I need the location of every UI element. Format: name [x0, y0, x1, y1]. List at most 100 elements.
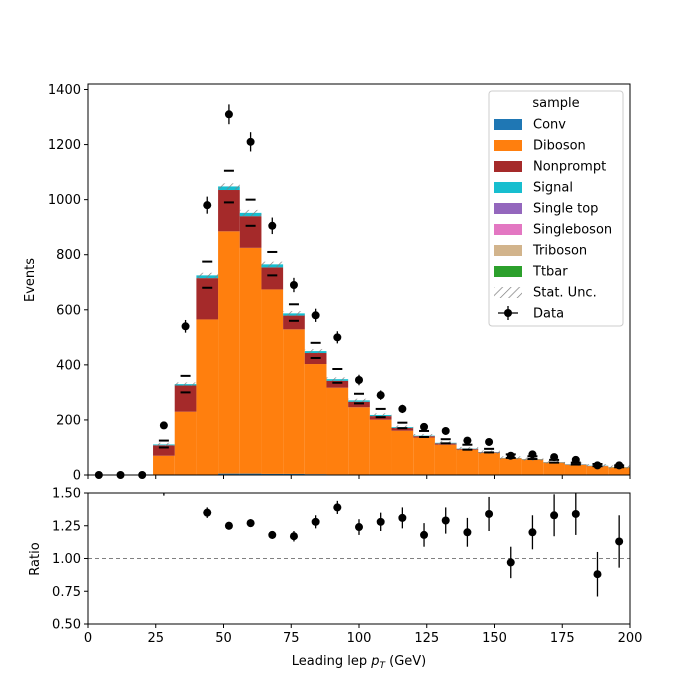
- bar-diboson: [608, 467, 630, 475]
- bar-diboson: [153, 455, 175, 475]
- data-point: [550, 453, 559, 462]
- data-point: [376, 391, 385, 400]
- ratio-y-tick-label: 0.75: [52, 585, 81, 600]
- bar-diboson: [456, 449, 479, 475]
- main-y-axis-label: Events: [23, 258, 38, 302]
- legend-label-triboson: Triboson: [532, 244, 587, 259]
- data-point: [181, 322, 190, 331]
- ratio-point: [268, 530, 277, 539]
- legend-label-conv: Conv: [533, 118, 566, 133]
- main-y-ticks: 0 200 400 600 800 1000 1200 1400: [48, 83, 88, 484]
- stat-unc-hatch: [153, 442, 175, 447]
- stat-unc-hatch: [283, 311, 305, 316]
- ratio-point: [506, 558, 515, 567]
- main-x-ticks: [87, 475, 631, 479]
- stat-unc-hatch: [174, 382, 197, 386]
- data-point: [203, 201, 212, 210]
- bar-diboson: [478, 452, 500, 475]
- bar-diboson: [304, 364, 327, 475]
- ratio-point: [441, 516, 450, 525]
- legend-label-stat-unc: Stat. Unc.: [533, 286, 597, 301]
- legend: sample Conv Diboson Nonprompt Signal Single …: [488, 90, 624, 327]
- ratio-point: [398, 513, 407, 522]
- bar-diboson: [239, 247, 262, 474]
- ratio-point: [333, 503, 342, 512]
- ratio-y-axis-label: Ratio: [28, 542, 43, 575]
- data-point: [615, 461, 624, 470]
- bar-diboson: [326, 387, 349, 475]
- y-tick-label: 0: [73, 469, 81, 484]
- legend-entries: Conv Diboson Nonprompt Signal Single top Sing…: [494, 118, 612, 322]
- legend-label-nonprompt: Nonprompt: [533, 160, 606, 175]
- stat-unc-hatch: [456, 446, 479, 451]
- data-point: [441, 426, 450, 435]
- legend-swatch-diboson: [494, 140, 522, 151]
- stat-unc-hatch: [348, 398, 370, 403]
- bar-diboson: [348, 407, 370, 475]
- bar-nonprompt: [174, 385, 197, 412]
- stacked-histogram: [153, 186, 630, 475]
- ratio-point: [463, 528, 472, 537]
- bar-nonprompt: [283, 315, 305, 330]
- stat-unc-hatch: [413, 433, 435, 438]
- ratio-point: [355, 523, 363, 532]
- ratio-y-tick-label: 0.50: [52, 618, 81, 633]
- bar-diboson: [564, 464, 587, 475]
- legend-swatch-single-top: [494, 203, 522, 214]
- stat-unc-hatch: [261, 261, 284, 268]
- legend-frame: [488, 90, 624, 327]
- x-tick-label: 100: [347, 631, 372, 646]
- bar-nonprompt: [218, 190, 240, 232]
- ratio-y-tick-label: 1.00: [52, 552, 81, 567]
- legend-label-data: Data: [533, 307, 564, 322]
- x-tick-label: 0: [84, 631, 92, 646]
- ratio-point: [528, 528, 537, 537]
- data-point: [463, 436, 472, 445]
- ratio-point: [224, 521, 233, 530]
- data-point: [268, 221, 277, 230]
- legend-label-singleboson: Singleboson: [533, 223, 612, 238]
- bar-conv: [261, 473, 284, 475]
- ratio-point: [203, 508, 212, 517]
- bar-diboson: [586, 466, 609, 475]
- x-tick-label: 150: [482, 631, 507, 646]
- y-tick-label: 800: [56, 248, 81, 263]
- bar-nonprompt: [196, 278, 219, 320]
- bar-diboson: [391, 430, 414, 475]
- x-tick-label: 175: [550, 631, 575, 646]
- x-tick-label: 75: [283, 631, 300, 646]
- legend-swatch-nonprompt: [494, 161, 522, 172]
- data-points: [94, 104, 624, 479]
- y-tick-label: 400: [56, 358, 81, 373]
- legend-label-diboson: Diboson: [533, 139, 586, 154]
- ratio-point: [571, 509, 580, 518]
- legend-label-signal: Signal: [533, 181, 573, 196]
- ratio-point: [376, 517, 385, 526]
- stat-unc-hatch: [326, 377, 349, 381]
- legend-swatch-stat-unc: [494, 287, 522, 298]
- bar-diboson: [218, 231, 240, 474]
- y-tick-label: 200: [56, 413, 81, 428]
- y-tick-label: 600: [56, 303, 81, 318]
- ratio-point: [246, 519, 255, 528]
- ratio-point: [311, 517, 320, 526]
- legend-label-single-top: Single top: [533, 202, 598, 217]
- data-point: [485, 437, 494, 446]
- bar-diboson: [543, 462, 565, 475]
- ratio-point: [615, 537, 624, 546]
- legend-swatch-data: [504, 309, 512, 317]
- stat-unc-hatch: [304, 349, 327, 354]
- x-tick-label: 50: [215, 631, 232, 646]
- bar-nonprompt: [153, 445, 175, 456]
- x-tick-label: 125: [414, 631, 439, 646]
- y-tick-label: 1200: [48, 138, 81, 153]
- y-tick-label: 1400: [48, 83, 81, 98]
- bar-conv: [283, 473, 305, 475]
- legend-swatch-ttbar: [494, 266, 522, 277]
- stat-unc-hatch: [196, 272, 219, 278]
- data-point: [506, 451, 515, 460]
- ratio-point: [289, 532, 298, 541]
- ratio-point: [550, 511, 559, 520]
- data-point: [571, 455, 580, 464]
- ratio-points: [163, 493, 624, 597]
